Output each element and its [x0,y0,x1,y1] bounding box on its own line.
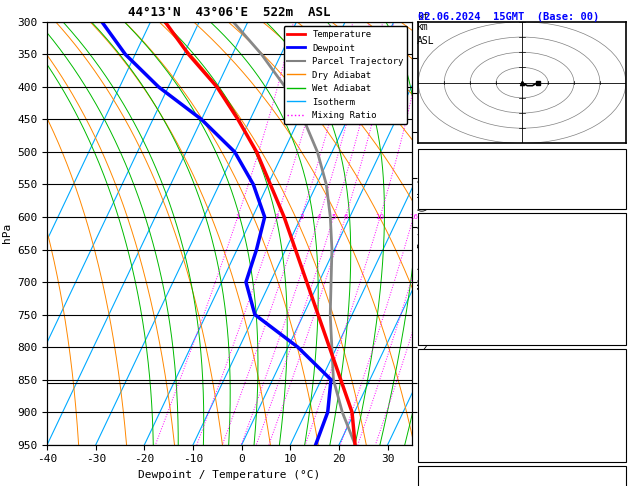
Text: CIN (J): CIN (J) [421,444,465,453]
Text: Pressure (mb): Pressure (mb) [421,370,503,380]
Text: Dewp (°C): Dewp (°C) [421,253,477,262]
Y-axis label: hPa: hPa [2,223,12,243]
Text: km: km [417,22,429,32]
Text: PW (cm): PW (cm) [421,192,465,202]
Text: θₑ (K): θₑ (K) [421,388,459,398]
Text: 333: 333 [604,388,623,398]
Text: CAPE (J): CAPE (J) [421,308,471,318]
Text: kt: kt [418,12,430,22]
Text: 15.2: 15.2 [598,253,623,262]
Text: 3: 3 [299,214,304,220]
Text: Lifted Index: Lifted Index [421,407,496,417]
Text: 16: 16 [409,214,418,220]
Text: 44°13'N  43°06'E  522m  ASL: 44°13'N 43°06'E 522m ASL [128,6,331,19]
Text: 918: 918 [604,308,623,318]
Text: Totals Totals: Totals Totals [421,174,503,184]
Text: Surface: Surface [500,218,544,227]
Text: θₑ(K): θₑ(K) [421,271,453,281]
Text: Most Unstable: Most Unstable [481,353,563,363]
Text: 22: 22 [610,156,623,165]
Text: Hodograph: Hodograph [494,470,550,480]
Text: 25: 25 [442,214,451,220]
Text: 918: 918 [604,425,623,435]
Text: Temp (°C): Temp (°C) [421,234,477,244]
Text: 23.3: 23.3 [598,234,623,244]
Text: 1: 1 [235,214,240,220]
Text: © weatheronline.co.uk: © weatheronline.co.uk [465,467,579,476]
Text: K: K [421,156,428,165]
X-axis label: Dewpoint / Temperature (°C): Dewpoint / Temperature (°C) [138,470,321,480]
Text: -2: -2 [610,290,623,299]
Text: Mixing Ratio (g/kg): Mixing Ratio (g/kg) [418,177,428,289]
Legend: Temperature, Dewpoint, Parcel Trajectory, Dry Adiabat, Wet Adiabat, Isotherm, Mi: Temperature, Dewpoint, Parcel Trajectory… [284,26,408,124]
Text: 4: 4 [317,214,321,220]
Text: 1.93: 1.93 [598,192,623,202]
Text: 3: 3 [616,327,623,336]
Text: -2: -2 [610,407,623,417]
Text: 02.06.2024  15GMT  (Base: 00): 02.06.2024 15GMT (Base: 00) [418,12,599,22]
Text: 47: 47 [610,174,623,184]
Text: Lifted Index: Lifted Index [421,290,496,299]
Text: CAPE (J): CAPE (J) [421,425,471,435]
Text: CIN (J): CIN (J) [421,327,465,336]
Text: 5: 5 [331,214,336,220]
Text: 333: 333 [604,271,623,281]
Text: 3: 3 [616,444,623,453]
Text: 959: 959 [604,370,623,380]
Text: 2: 2 [275,214,279,220]
Text: 10: 10 [376,214,384,220]
Text: 6: 6 [343,214,348,220]
Text: 20: 20 [425,214,434,220]
Text: ASL: ASL [417,36,435,47]
